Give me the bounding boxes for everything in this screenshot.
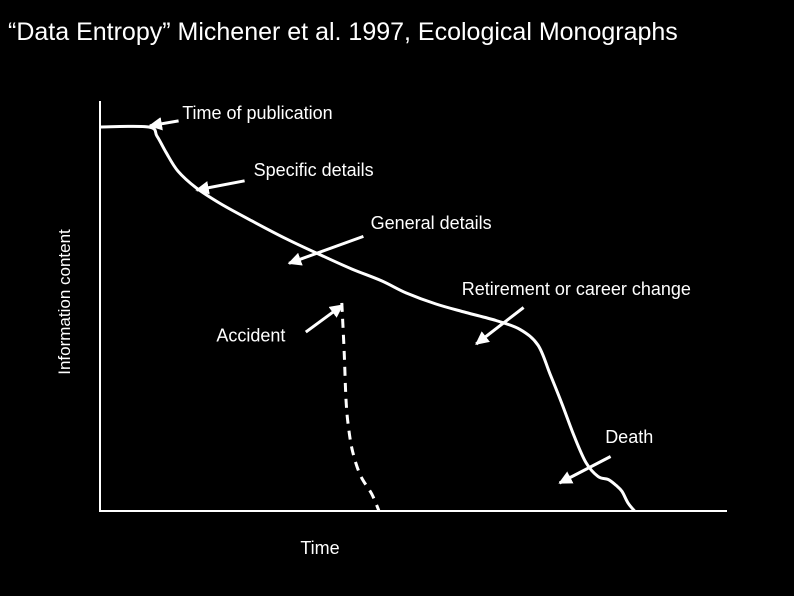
annotation-label-accident: Accident [216, 326, 285, 346]
annotation-arrow-time-of-publication [148, 117, 179, 131]
annotation-arrow-retirement-or-career-change [475, 306, 525, 346]
annotation-label-specific-details: Specific details [254, 160, 374, 180]
annotation-label-general-details: General details [371, 213, 492, 233]
slide-title: “Data Entropy” Michener et al. 1997, Eco… [8, 18, 678, 46]
annotation-label-retirement-or-career-change: Retirement or career change [462, 279, 691, 299]
annotation-arrow-accident [304, 303, 344, 334]
annotation-arrow-general-details [287, 234, 364, 266]
information-decay-curve [99, 124, 636, 512]
annotation-layer: Time of publication Specific details Gener… [148, 103, 691, 485]
accident-curve-dashed [340, 302, 381, 512]
annotation-arrow-death [558, 455, 612, 485]
y-axis-label: Information content [55, 229, 74, 375]
annotation-label-death: Death [605, 427, 653, 447]
annotation-label-time-of-publication: Time of publication [182, 103, 332, 123]
annotation-arrow-specific-details [195, 179, 245, 195]
x-axis-label: Time [300, 538, 339, 558]
series-layer [99, 124, 636, 512]
